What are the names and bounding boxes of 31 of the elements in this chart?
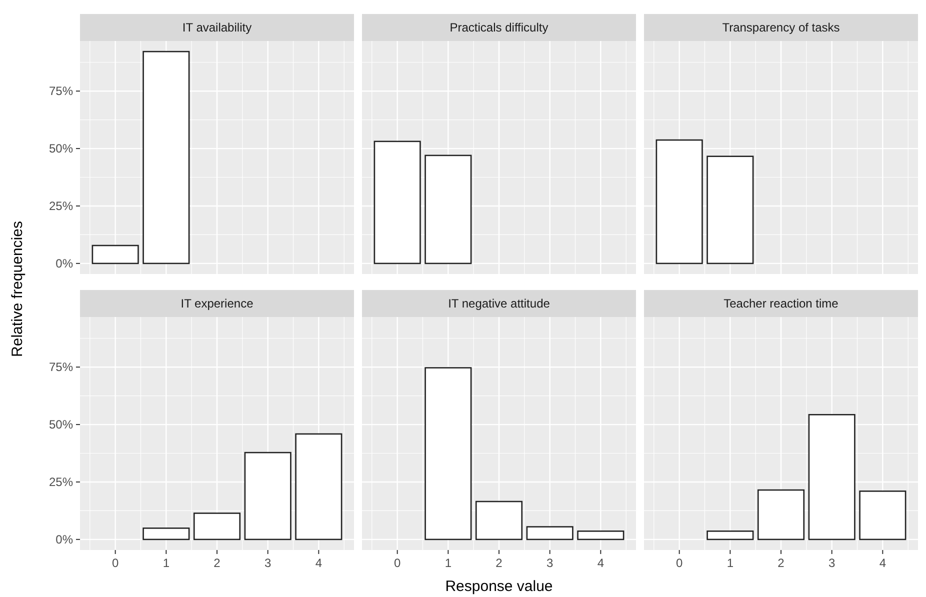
x-tick-label: 3: [828, 556, 836, 570]
x-tick-label: 1: [726, 556, 734, 570]
y-tick-label: 0%: [56, 532, 74, 546]
chart-title: Transparency of tasks: [722, 20, 840, 34]
chart-title: Practicals difficulty: [450, 20, 548, 34]
y-axis-title: Relative frequencies: [9, 221, 26, 357]
x-tick-label: 2: [214, 556, 221, 570]
x-tick-label: 1: [162, 556, 170, 570]
x-tick-label: 3: [546, 556, 554, 570]
y-tick-label: 75%: [48, 84, 74, 98]
x-tick-label: 0: [394, 556, 401, 570]
x-tick-label: 3: [264, 556, 272, 570]
y-tick-label: 50%: [48, 142, 74, 156]
x-tick-label: 0: [112, 556, 119, 570]
chart-title: IT availability: [182, 20, 252, 34]
chart-title: IT experience: [180, 296, 254, 310]
y-tick-label: 0%: [56, 256, 74, 270]
x-tick-label: 2: [496, 556, 503, 570]
x-tick-label: 4: [315, 556, 322, 570]
x-axis-title: Response value: [445, 578, 553, 595]
y-tick-label: 25%: [48, 198, 74, 213]
chart-title: IT negative attitude: [448, 296, 550, 310]
y-tick-label: 25%: [48, 474, 74, 489]
x-tick-label: 1: [444, 556, 452, 570]
y-tick-label: 50%: [48, 418, 74, 432]
x-tick-label: 2: [778, 556, 785, 570]
x-tick-label: 0: [676, 556, 683, 570]
y-tick-label: 75%: [48, 360, 74, 374]
chart-title: Teacher reaction time: [724, 296, 839, 310]
x-tick-label: 4: [597, 556, 604, 570]
x-tick-label: 4: [879, 556, 886, 570]
